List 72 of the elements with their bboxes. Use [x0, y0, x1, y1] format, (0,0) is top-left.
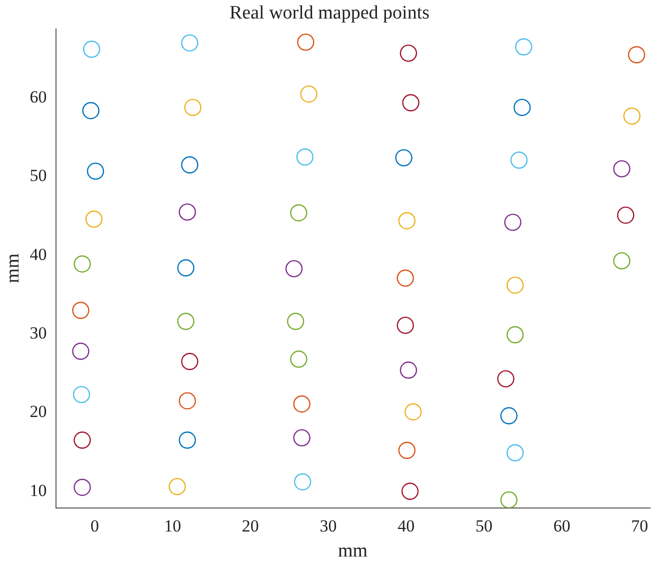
point: [510, 152, 528, 169]
point: [178, 203, 196, 221]
point: [404, 403, 422, 420]
point: [395, 149, 412, 166]
y-tick-label: 40: [30, 244, 47, 264]
point: [398, 442, 416, 459]
point: [74, 478, 91, 496]
point: [506, 276, 524, 294]
point: [72, 386, 90, 404]
point: [83, 40, 100, 58]
point: [396, 316, 414, 334]
x-tick-label: 50: [475, 516, 492, 536]
point: [401, 482, 419, 500]
point: [506, 444, 524, 462]
point: [294, 473, 312, 490]
point: [74, 432, 91, 449]
x-tick-label: 30: [320, 516, 337, 536]
point: [506, 326, 524, 344]
point: [514, 98, 531, 116]
x-axis-title: mm: [338, 540, 368, 562]
point: [286, 312, 304, 330]
point: [628, 46, 646, 64]
point: [168, 478, 186, 496]
point: [290, 204, 308, 222]
point: [400, 44, 418, 62]
point: [85, 210, 103, 228]
y-tick-label: 20: [30, 402, 47, 422]
point: [290, 350, 308, 368]
x-tick-label: 0: [90, 516, 99, 536]
point: [504, 214, 522, 231]
y-tick-label: 30: [30, 323, 47, 342]
point: [86, 162, 104, 180]
point: [297, 34, 314, 51]
y-tick-label: 60: [30, 87, 47, 106]
point: [300, 85, 318, 103]
point: [293, 429, 310, 446]
point: [72, 302, 90, 319]
point: [497, 370, 514, 388]
point: [613, 252, 630, 270]
y-axis-title: mm: [2, 253, 24, 284]
point: [613, 160, 630, 178]
point: [293, 395, 310, 413]
point: [178, 392, 196, 410]
point: [74, 255, 91, 273]
point: [396, 270, 414, 287]
y-tick-label: 10: [30, 480, 47, 500]
x-tick-label: 10: [164, 516, 182, 536]
point: [500, 407, 518, 424]
chart-title: Real world mapped points: [230, 2, 430, 24]
x-tick-label: 60: [553, 516, 570, 536]
point: [617, 206, 634, 224]
point: [82, 102, 100, 120]
point: [515, 38, 532, 56]
point: [398, 212, 416, 230]
x-tick-label: 20: [242, 516, 259, 536]
point: [296, 148, 314, 166]
point: [177, 312, 194, 330]
point: [178, 432, 196, 449]
point: [402, 94, 420, 112]
point: [285, 260, 303, 278]
point: [177, 259, 194, 277]
x-tick-label: 70: [631, 516, 648, 536]
point: [72, 342, 90, 360]
point: [181, 156, 198, 174]
point: [184, 98, 202, 116]
point: [623, 108, 640, 125]
y-tick-label: 50: [30, 166, 47, 186]
point: [181, 34, 198, 52]
x-tick-label: 40: [398, 516, 415, 536]
point: [181, 352, 198, 370]
point: [400, 362, 418, 379]
point: [500, 491, 518, 508]
